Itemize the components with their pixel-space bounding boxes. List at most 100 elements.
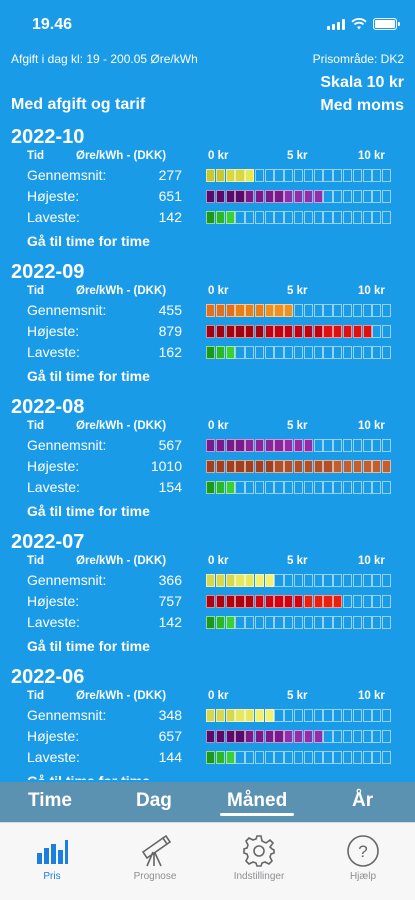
goto-hourly-link[interactable]: Gå til time for time <box>27 233 150 249</box>
bar-segment <box>264 211 274 224</box>
scale-5: 5 kr <box>287 285 308 297</box>
bar-segment <box>362 190 372 203</box>
bar-segment <box>294 616 304 629</box>
tab-maaned[interactable]: Måned <box>219 790 295 816</box>
bar-segment <box>206 169 216 182</box>
bar-segment <box>342 574 353 587</box>
column-header: Tid Øre/kWh - (DKK) 0 kr 5 kr 10 kr <box>0 420 415 434</box>
fee-mode[interactable]: Med afgift og tarif <box>11 96 146 113</box>
bar-segment <box>372 481 382 494</box>
month-section: 2022-10 Tid Øre/kWh - (DKK) 0 kr 5 kr 10 kr Ge… <box>0 124 415 259</box>
bar-segment <box>303 439 313 452</box>
bar-segment <box>245 616 255 629</box>
bar-segment <box>372 460 382 473</box>
bar-segment <box>235 751 245 764</box>
bar-segment <box>352 169 362 182</box>
bar-segment <box>313 481 323 494</box>
scale-label: Skala 10 kr <box>320 74 404 91</box>
bar-segment <box>382 574 392 587</box>
bar-segment <box>362 616 372 629</box>
bar-segment <box>284 481 294 494</box>
row-label: Laveste: <box>27 479 80 495</box>
bar-segment <box>206 730 216 743</box>
bar-segment <box>313 325 323 338</box>
bar-segment <box>362 439 372 452</box>
goto-hourly-link[interactable]: Gå til time for time <box>27 503 150 519</box>
bar-segment <box>333 211 343 224</box>
bar-segment <box>362 304 372 317</box>
row-label: Højeste: <box>27 728 80 744</box>
bar-segment <box>235 709 245 722</box>
bar-segment <box>313 460 323 473</box>
bar-segment <box>254 709 265 722</box>
col-tid: Tid <box>27 690 45 702</box>
bar-segment <box>294 325 304 338</box>
bar-segment <box>274 346 284 359</box>
bar-segment <box>206 481 216 494</box>
bar-segment <box>382 169 392 182</box>
price-area[interactable]: Prisområde: DK2 <box>312 52 404 66</box>
tab-time[interactable]: Time <box>28 790 73 811</box>
bar-segment <box>323 481 333 494</box>
bar-segment <box>235 595 245 608</box>
bar-segment <box>372 346 382 359</box>
bar-segment <box>254 190 265 203</box>
bar-segment <box>294 709 304 722</box>
tabbar-hjaelp[interactable]: ? Hjælp <box>318 831 408 882</box>
goto-hourly-link[interactable]: Gå til time for time <box>27 638 150 654</box>
bar-segment <box>245 481 255 494</box>
tabbar-pris[interactable]: Pris <box>7 831 97 882</box>
bar-segment <box>254 574 265 587</box>
price-bar <box>206 169 392 182</box>
price-row-low: Laveste: 142 <box>0 207 415 227</box>
row-value: 154 <box>158 479 182 495</box>
row-label: Laveste: <box>27 209 80 225</box>
vat-label: Med moms <box>320 97 404 114</box>
bar-segment <box>245 574 255 587</box>
bar-segment <box>313 346 323 359</box>
col-tid: Tid <box>27 285 45 297</box>
bar-segment <box>382 304 392 317</box>
bar-segment <box>294 169 304 182</box>
bar-segment <box>254 346 265 359</box>
bar-segment <box>342 211 353 224</box>
goto-hourly-link[interactable]: Gå til time for time <box>27 773 150 780</box>
row-value: 455 <box>158 302 182 318</box>
scale-info[interactable]: Skala 10 kr Med moms <box>320 74 404 120</box>
status-time: 19.46 <box>32 16 73 33</box>
bar-segment <box>333 709 343 722</box>
bar-segment <box>225 346 235 359</box>
bar-segment <box>294 595 304 608</box>
scale-5: 5 kr <box>287 150 308 162</box>
scale-10: 10 kr <box>358 150 385 162</box>
bar-segment <box>235 574 245 587</box>
bar-segment <box>254 325 265 338</box>
fee-text: Afgift i dag kl: 19 - 200.05 Øre/kWh <box>11 52 198 66</box>
tab-dag[interactable]: Dag <box>136 790 172 811</box>
tab-aar[interactable]: År <box>352 790 374 811</box>
bar-segment <box>372 595 382 608</box>
price-row-low: Laveste: 162 <box>0 342 415 362</box>
price-bar <box>206 460 392 473</box>
bar-segment <box>206 574 216 587</box>
bar-segment <box>254 169 265 182</box>
scale-10: 10 kr <box>358 555 385 567</box>
tabbar-indstillinger[interactable]: Indstillinger <box>214 831 304 882</box>
bar-segment <box>352 460 362 473</box>
month-list[interactable]: 2022-10 Tid Øre/kWh - (DKK) 0 kr 5 kr 10 kr Ge… <box>0 120 415 780</box>
bar-segment <box>294 304 304 317</box>
scale-0: 0 kr <box>208 555 229 567</box>
bar-segment <box>313 595 323 608</box>
bar-segment <box>303 709 313 722</box>
bar-segment <box>333 481 343 494</box>
goto-hourly-link[interactable]: Gå til time for time <box>27 368 150 384</box>
bar-segment <box>225 325 235 338</box>
price-row-avg: Gennemsnit: 348 <box>0 705 415 725</box>
row-label: Gennemsnit: <box>27 707 107 723</box>
bar-segment <box>333 595 343 608</box>
bar-segment <box>245 709 255 722</box>
tabbar-prognose[interactable]: Prognose <box>110 831 200 882</box>
scale-0: 0 kr <box>208 420 229 432</box>
bar-segment <box>254 730 265 743</box>
bar-segment <box>225 190 235 203</box>
